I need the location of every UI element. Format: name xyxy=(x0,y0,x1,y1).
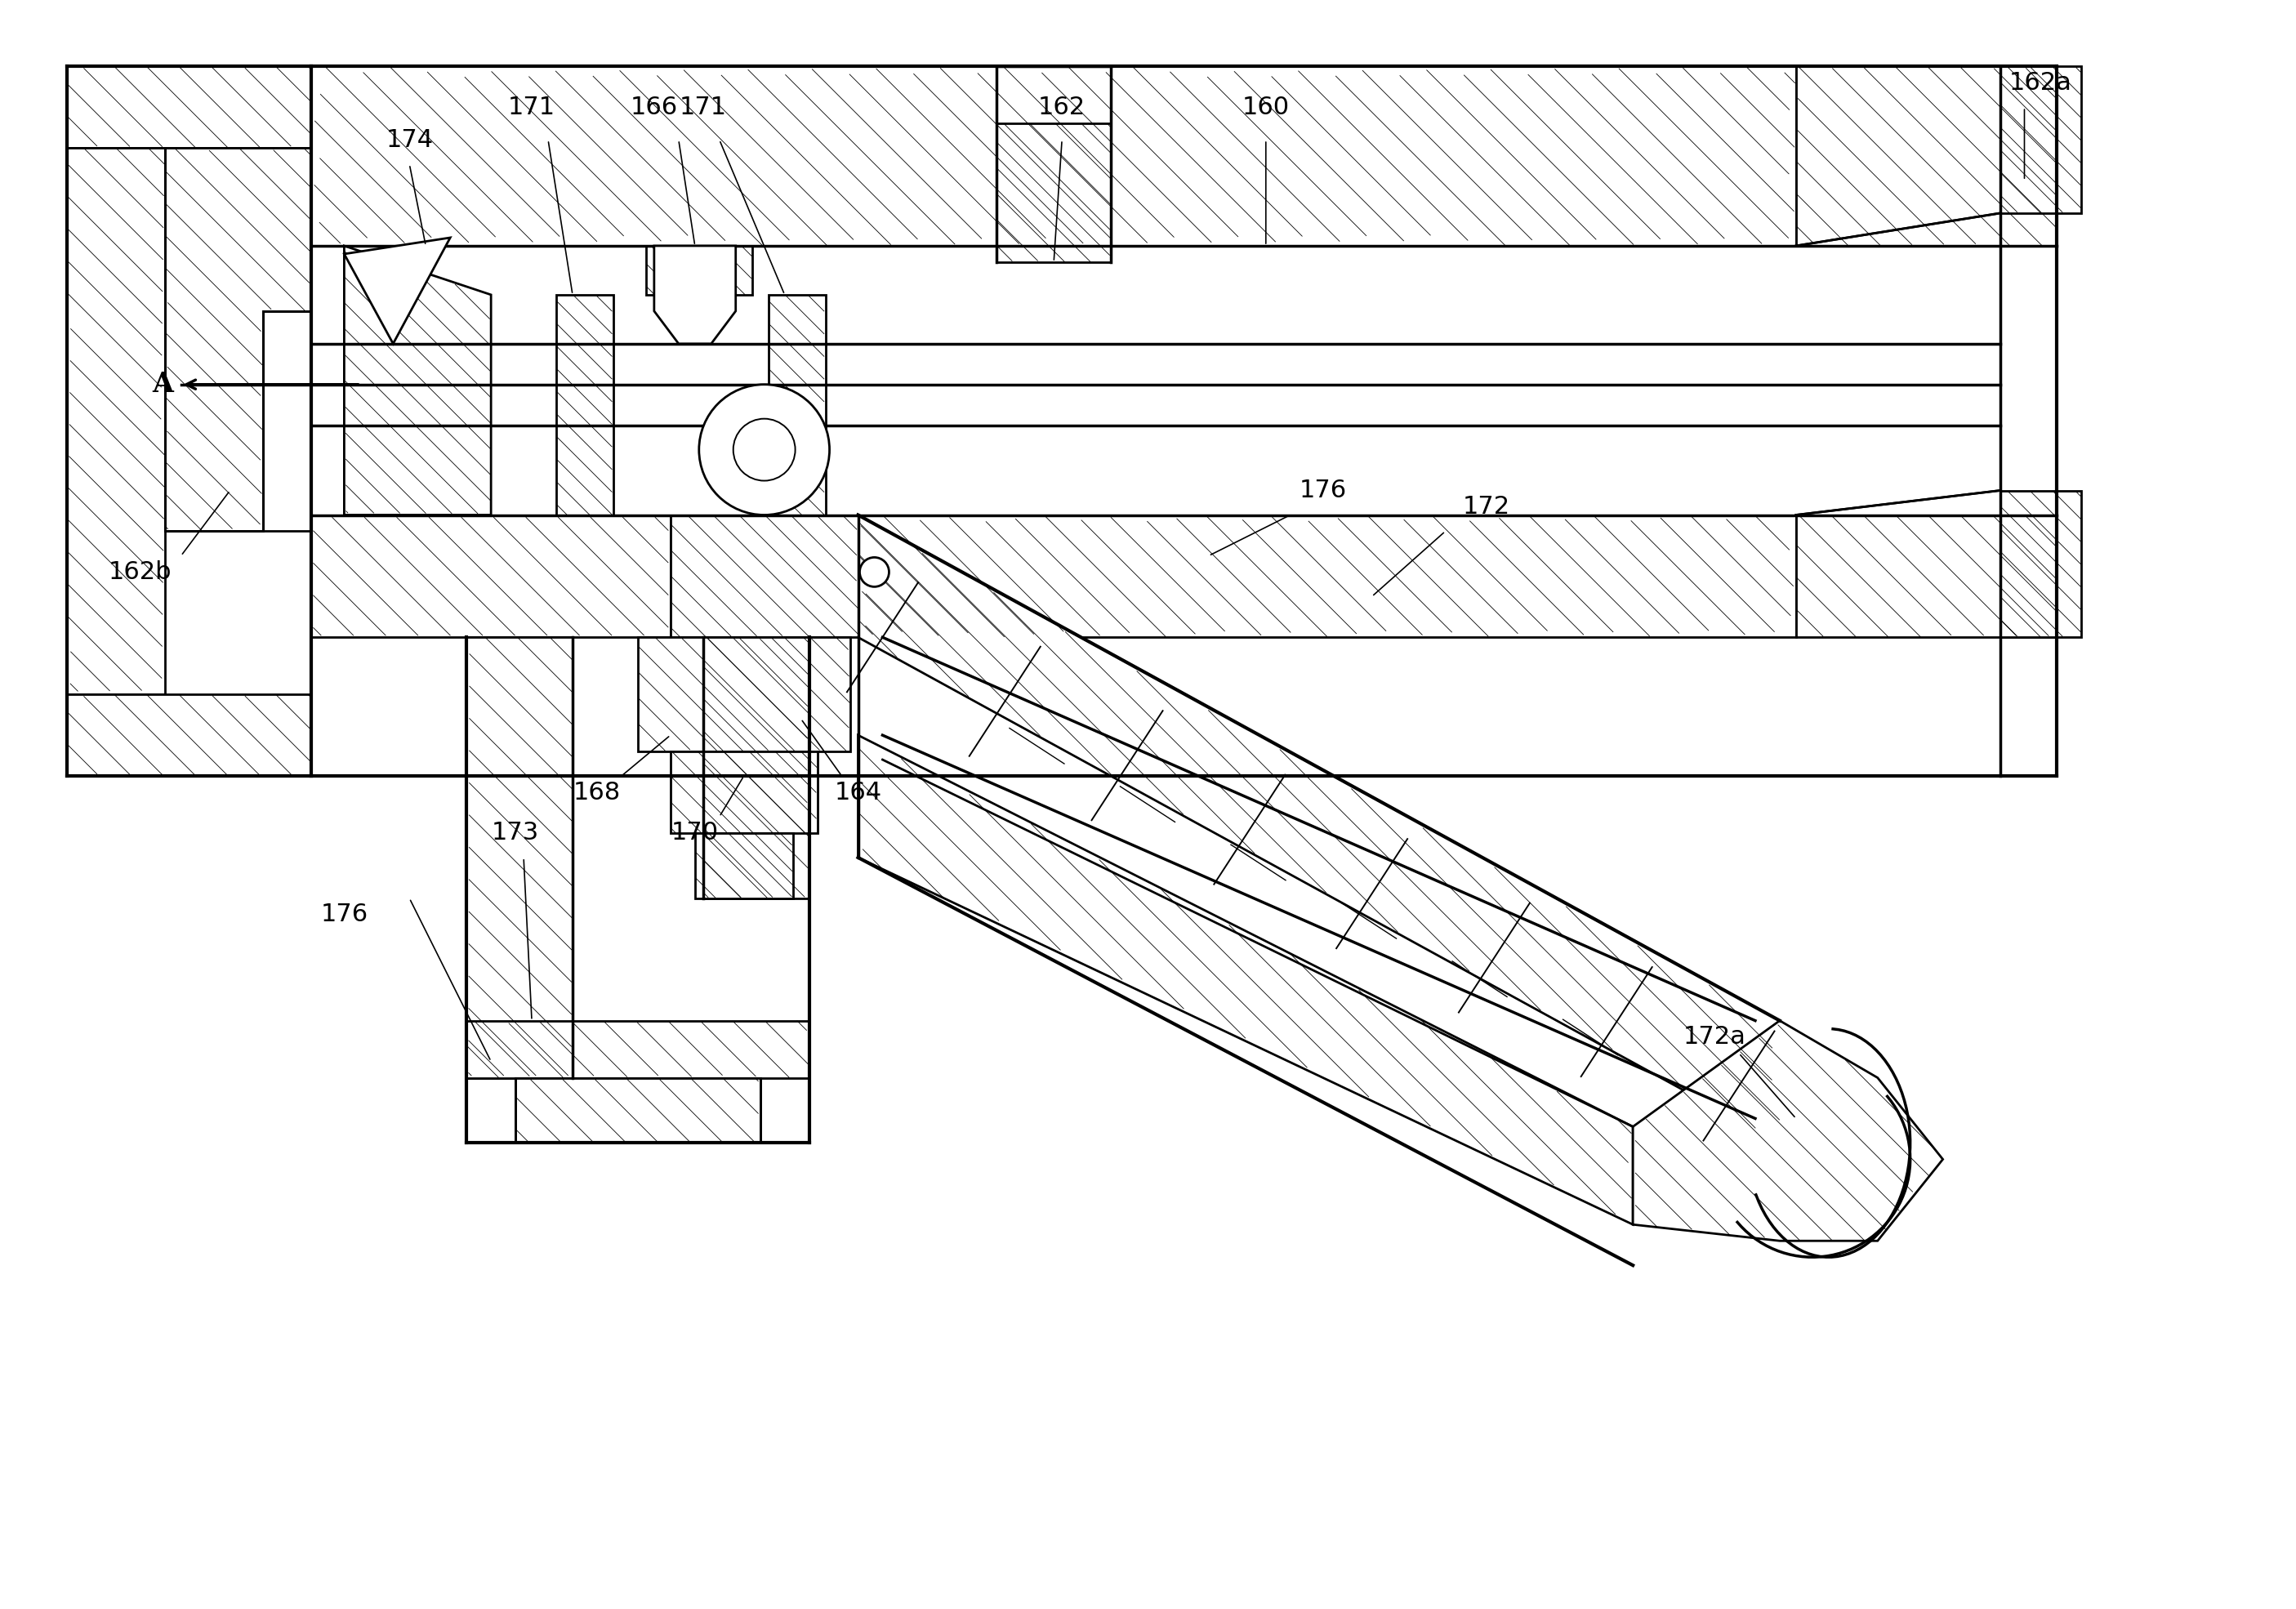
Polygon shape xyxy=(556,294,613,515)
Polygon shape xyxy=(654,246,735,344)
Text: 168: 168 xyxy=(574,780,620,804)
Polygon shape xyxy=(859,735,1632,1224)
Polygon shape xyxy=(67,695,312,776)
Text: 162a: 162a xyxy=(2009,71,2071,95)
Polygon shape xyxy=(645,246,753,294)
Polygon shape xyxy=(670,515,859,637)
Polygon shape xyxy=(670,751,817,833)
Circle shape xyxy=(698,385,829,515)
Text: 176: 176 xyxy=(321,903,367,927)
Polygon shape xyxy=(638,637,850,751)
Polygon shape xyxy=(165,148,312,531)
Polygon shape xyxy=(466,1020,808,1078)
Polygon shape xyxy=(344,238,450,344)
Polygon shape xyxy=(703,637,808,898)
Polygon shape xyxy=(67,148,165,695)
Text: 174: 174 xyxy=(386,129,434,151)
Text: 171: 171 xyxy=(507,95,556,119)
Polygon shape xyxy=(1795,515,2057,637)
Polygon shape xyxy=(67,66,312,148)
Polygon shape xyxy=(1795,66,2057,246)
Polygon shape xyxy=(312,515,670,637)
Circle shape xyxy=(732,418,794,481)
Polygon shape xyxy=(312,66,1795,246)
Text: 176: 176 xyxy=(1300,478,1348,502)
Text: 171: 171 xyxy=(680,95,728,119)
Polygon shape xyxy=(859,515,1779,1142)
Polygon shape xyxy=(466,637,572,1078)
Polygon shape xyxy=(517,1078,760,1142)
Text: 170: 170 xyxy=(670,821,719,845)
Text: 162b: 162b xyxy=(108,560,172,584)
Text: 172: 172 xyxy=(1463,496,1511,518)
Text: 160: 160 xyxy=(1242,95,1290,119)
Polygon shape xyxy=(996,124,1111,262)
Text: 173: 173 xyxy=(491,821,540,845)
Text: 162: 162 xyxy=(1038,95,1086,119)
Polygon shape xyxy=(1632,1020,1942,1241)
Polygon shape xyxy=(2000,491,2082,637)
Polygon shape xyxy=(769,294,827,515)
Text: 164: 164 xyxy=(833,780,882,804)
Text: A: A xyxy=(152,372,172,397)
Polygon shape xyxy=(696,833,792,898)
Text: 172a: 172a xyxy=(1683,1025,1745,1049)
Polygon shape xyxy=(344,246,491,515)
Polygon shape xyxy=(2000,66,2082,212)
Text: 166: 166 xyxy=(631,95,677,119)
Circle shape xyxy=(859,557,889,587)
Polygon shape xyxy=(859,515,1795,637)
